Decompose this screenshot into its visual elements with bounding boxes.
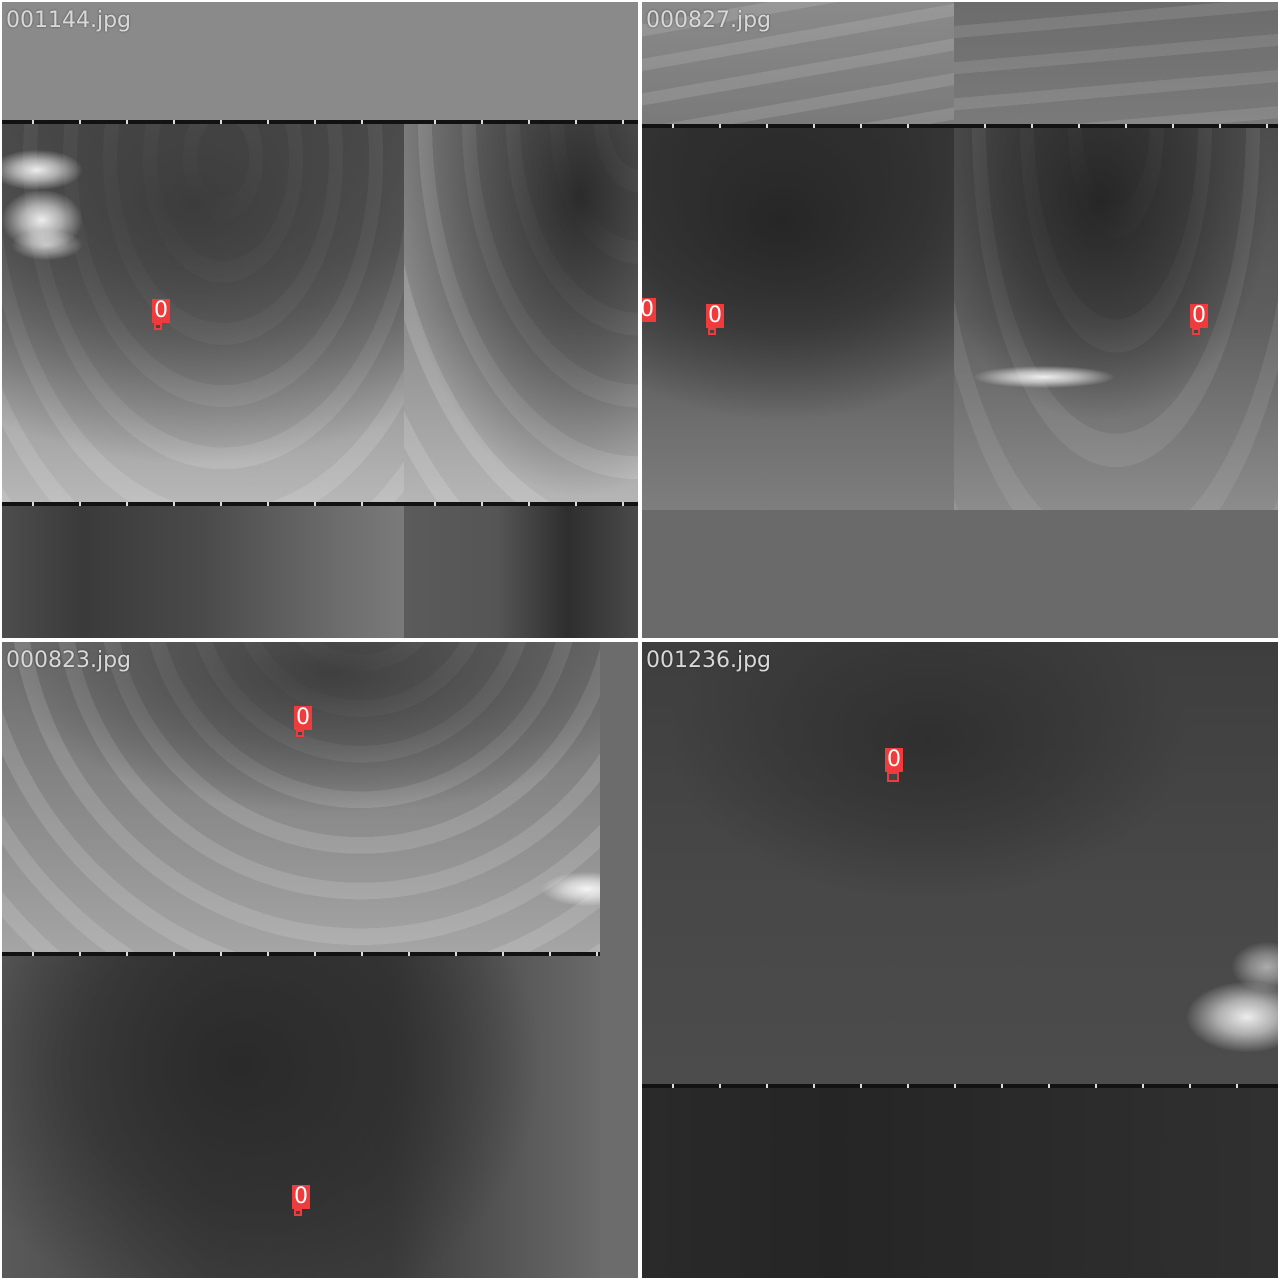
sensor-status-strip [642,1084,1278,1088]
infrared-sky-tile [2,952,600,1278]
gray-padding-area [642,510,1278,638]
class-label-tag: 0 [706,303,724,328]
sensor-status-strip [2,120,404,124]
infrared-sky-tile [954,2,1278,124]
class-label-tag: 0 [642,298,656,322]
infrared-sky-tile [404,502,638,638]
cloud-wisp [2,150,82,190]
infrared-sky-tile [404,120,638,502]
mosaic-cell-001236: 001236.jpg 0 [642,642,1278,1278]
sensor-status-strip [404,502,638,506]
mosaic-cell-000827: 000827.jpg 0 0 0 [642,2,1278,638]
target-bounding-box [708,328,716,335]
target-bounding-box [294,1209,302,1216]
infrared-sky-tile [642,642,1278,1084]
infrared-sky-tile [954,124,1278,510]
infrared-sky-tile [642,124,954,510]
target-bounding-box [154,323,162,330]
sensor-status-strip [954,124,1278,128]
class-label-tag: 0 [294,705,312,730]
class-label-tag: 0 [292,1184,310,1209]
class-label-tag: 0 [152,298,170,323]
cloud-wisp [542,872,600,906]
infrared-sky-tile [642,2,954,124]
target-bounding-box [1192,328,1200,335]
cloud-wisp [12,230,82,260]
sensor-status-strip [642,124,954,128]
infrared-sky-tile [2,120,404,502]
cloud-wisp [974,366,1114,388]
sensor-status-strip [2,952,600,956]
class-label-tag: 0 [885,747,903,772]
gray-padding-area [600,642,638,1278]
sensor-status-strip [2,502,404,506]
infrared-sky-tile [642,1084,1278,1278]
cloud-wisp [1187,982,1278,1052]
mosaic-cell-000823: 000823.jpg 0 0 [2,642,638,1278]
sensor-status-strip [404,120,638,124]
mosaic-cell-001144: 001144.jpg 0 [2,2,638,638]
target-bounding-box [887,772,899,782]
gray-padding-area [2,2,638,120]
target-bounding-box [296,730,304,737]
infrared-sky-tile [2,642,600,952]
class-label-tag: 0 [1190,303,1208,328]
infrared-sky-tile [2,502,404,638]
